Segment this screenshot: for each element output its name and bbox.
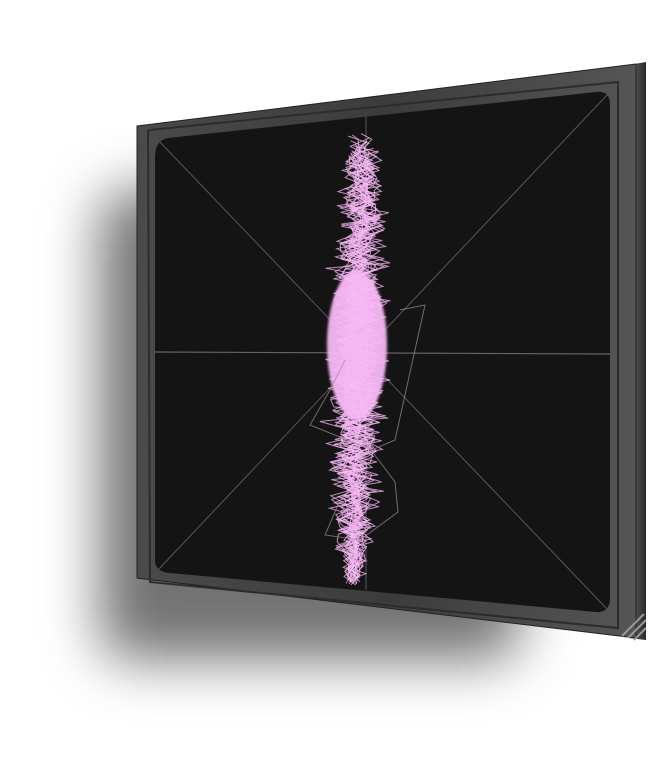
trace-stroke [333,153,384,580]
trace-stroke [309,304,426,451]
bezel-bevel [146,80,619,630]
trace-stroke [325,150,385,579]
trace-stroke [332,156,381,584]
resize-grip-icon[interactable] [621,613,647,641]
trace-stroke [324,437,399,541]
trace-stroke [330,158,386,584]
vectorscope-trace [309,133,426,586]
trace-stroke [327,141,381,583]
